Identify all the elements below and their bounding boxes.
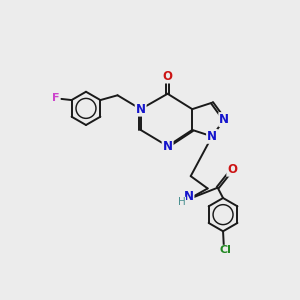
Text: O: O — [163, 70, 172, 83]
Text: N: N — [163, 140, 172, 153]
Text: N: N — [136, 103, 146, 116]
Text: N: N — [219, 113, 229, 126]
Text: Cl: Cl — [219, 245, 231, 255]
Text: N: N — [184, 190, 194, 202]
Text: N: N — [207, 130, 217, 143]
Text: O: O — [227, 163, 237, 176]
Text: H: H — [178, 197, 186, 207]
Text: F: F — [52, 93, 60, 103]
